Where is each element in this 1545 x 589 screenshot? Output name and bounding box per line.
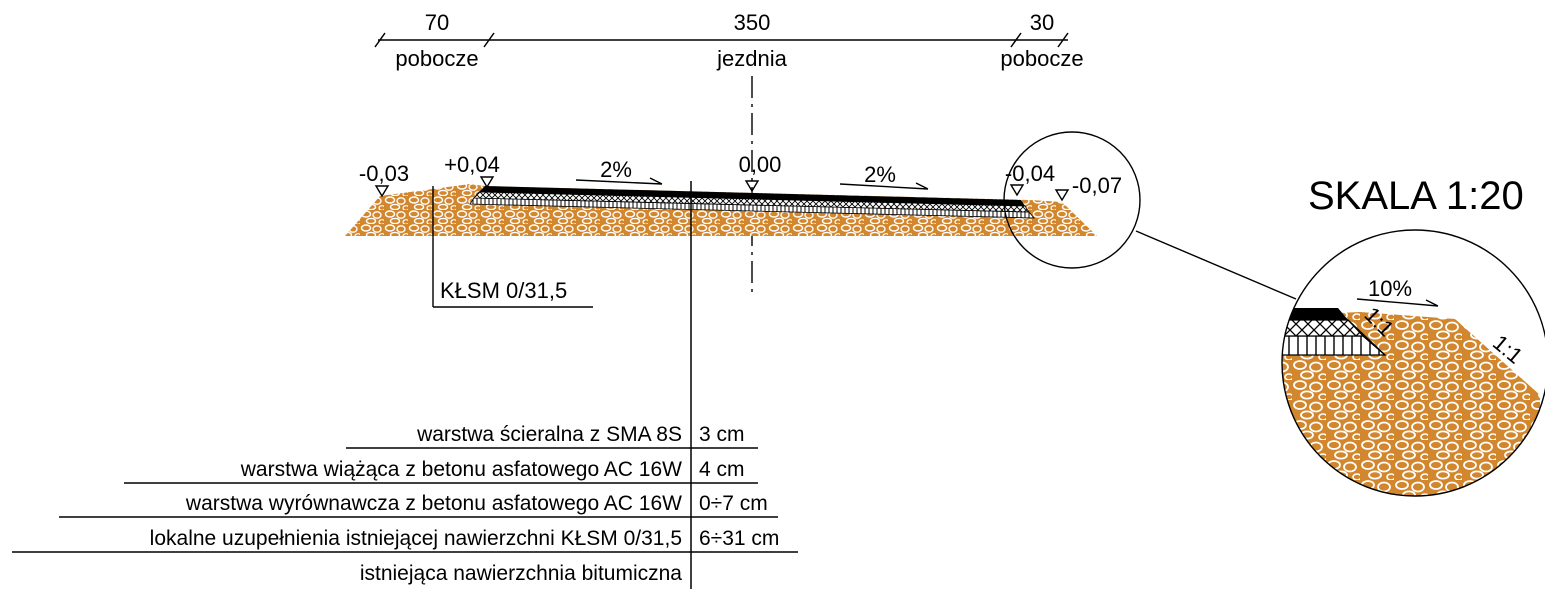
right-shoulder-label: pobocze: [1000, 46, 1083, 71]
layer-2-thickness: 4 cm: [699, 458, 745, 481]
elevation-far-right: -0,07: [1072, 173, 1122, 198]
layer-5-name: istniejąca nawierzchnia bitumiczna: [360, 562, 682, 585]
dimension-line: [374, 32, 1069, 48]
layer-legend: [12, 447, 798, 553]
elevation-left-edge: +0,04: [444, 152, 500, 177]
zoom-connector: [1135, 230, 1297, 300]
scale-label: SKALA 1:20: [1308, 174, 1524, 218]
detail-slope-arrow: [1356, 298, 1439, 307]
layer-3-thickness: 0÷7 cm: [699, 492, 768, 515]
layer-2-name: warstwa wiążąca z betonu asfatowego AC 1…: [240, 458, 682, 481]
detail-view: [1282, 308, 1540, 496]
detail-aggregate: [1282, 312, 1540, 496]
wearing-layer: [479, 186, 1025, 206]
material-label: KŁSM 0/31,5: [440, 278, 567, 303]
right-shoulder-width: 30: [1030, 10, 1054, 35]
detail-binder-layer: [1282, 319, 1365, 337]
layer-1-name: warstwa ścieralna z SMA 8S: [416, 423, 682, 446]
layer-3-name: warstwa wyrównawcza z betonu asfatowego …: [185, 492, 682, 515]
zoom-circle: [1003, 131, 1141, 269]
detail-slope-label: 10%: [1368, 276, 1412, 301]
slope-arrows: [575, 177, 929, 190]
left-shoulder-width: 70: [425, 10, 449, 35]
roadway-label: jezdnia: [716, 46, 787, 71]
material-leader: [432, 186, 593, 308]
elevation-far-left: -0,03: [359, 161, 409, 186]
layer-4-thickness: 6÷31 cm: [699, 527, 779, 550]
right-slope-label: 2%: [864, 162, 896, 187]
elevation-right-edge: -0,04: [1005, 161, 1055, 186]
elevation-markers: [374, 176, 1070, 202]
left-slope-label: 2%: [600, 157, 632, 182]
roadway-width: 350: [734, 10, 771, 35]
left-shoulder-label: pobocze: [395, 46, 478, 71]
detail-wearing-layer: [1282, 308, 1348, 320]
layer-4-name: lokalne uzupełnienia istniejącej nawierz…: [150, 527, 682, 550]
layer-1-thickness: 3 cm: [699, 423, 745, 446]
cross-section: [345, 184, 1097, 236]
detail-circle: [1281, 229, 1545, 497]
elevation-axis: 0,00: [739, 152, 782, 177]
